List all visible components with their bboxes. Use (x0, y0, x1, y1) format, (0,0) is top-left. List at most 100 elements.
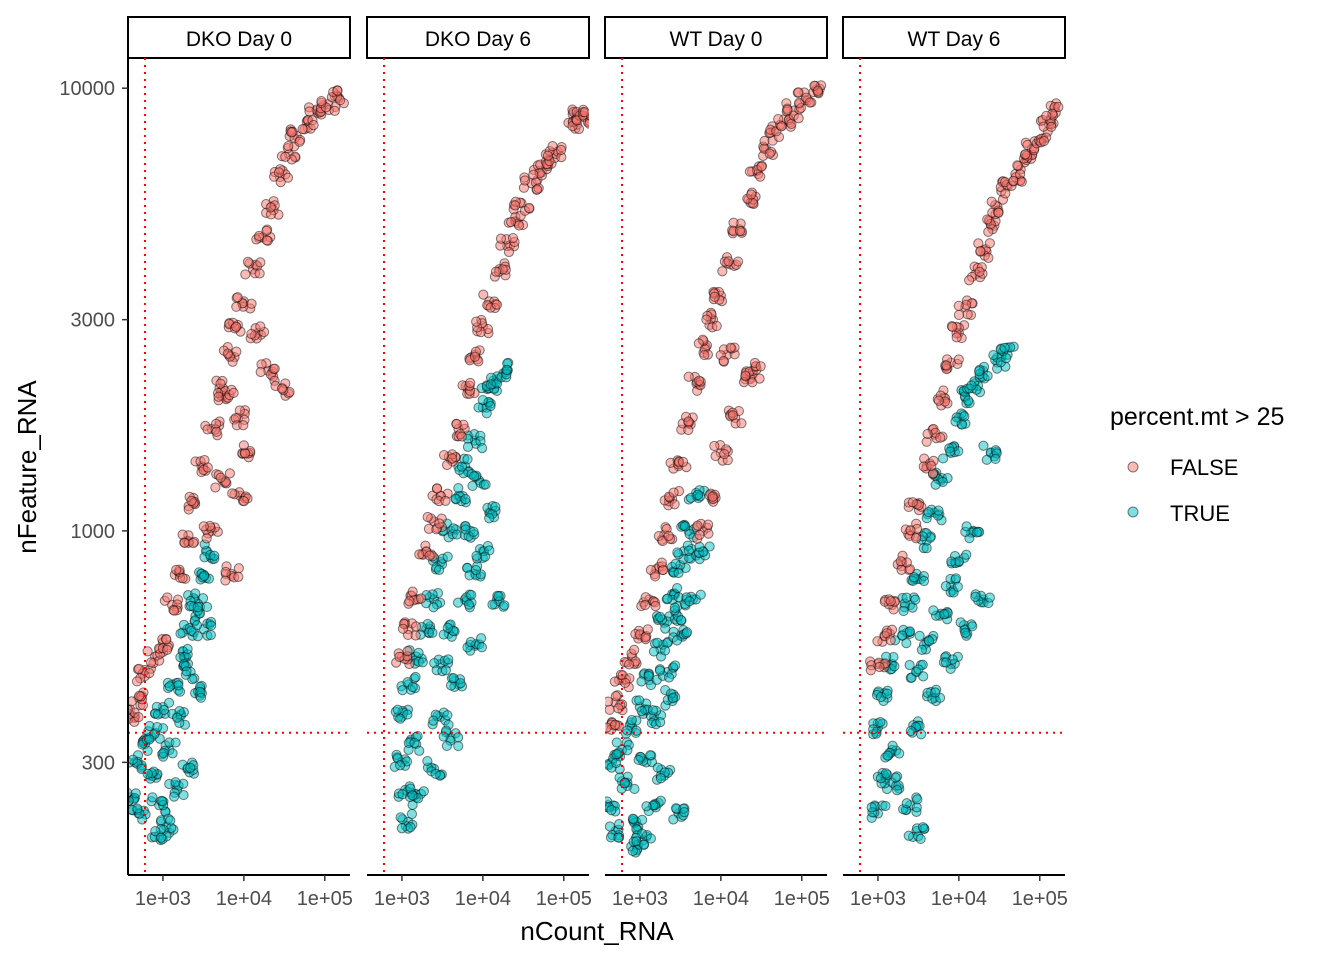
data-point-true (910, 594, 921, 605)
data-point-false (710, 450, 721, 462)
legend-label-true: TRUE (1170, 501, 1230, 526)
data-point-false (885, 596, 896, 607)
data-point-false (725, 342, 736, 353)
data-point-false (145, 657, 157, 668)
data-point-true (897, 630, 908, 641)
data-point-false (255, 321, 266, 332)
data-point-false (723, 256, 734, 267)
data-point-false (719, 448, 730, 460)
data-point-true (460, 494, 471, 505)
data-point-false (410, 621, 422, 632)
data-point-true (655, 773, 667, 784)
data-point-false (416, 593, 427, 604)
data-point-true (172, 712, 183, 723)
data-point-true (606, 804, 617, 816)
y-axis-title: nFeature_RNA (12, 380, 42, 554)
data-point-false (947, 321, 958, 333)
data-point-true (946, 556, 957, 567)
data-point-true (988, 349, 999, 361)
data-point-false (128, 704, 133, 715)
data-point-true (407, 681, 418, 693)
data-point-false (744, 166, 756, 177)
data-point-false (297, 123, 308, 135)
data-point-true (672, 547, 683, 558)
data-point-false (756, 161, 767, 172)
facet-strip-label: WT Day 0 (670, 28, 763, 51)
data-point-true (611, 737, 622, 748)
data-point-true (144, 734, 155, 745)
data-point-true (440, 665, 451, 676)
data-point-false (144, 668, 155, 679)
data-point-false (579, 107, 589, 118)
data-point-false (962, 309, 973, 320)
data-point-true (397, 685, 408, 696)
data-point-false (528, 169, 539, 180)
data-point-false (794, 97, 805, 108)
data-point-true (605, 821, 616, 832)
data-point-false (432, 483, 443, 494)
x-tick-label: 1e+03 (135, 888, 191, 910)
data-point-true (192, 602, 203, 613)
data-point-true (654, 665, 666, 676)
x-axis-title: nCount_RNA (520, 916, 674, 946)
data-point-false (329, 105, 340, 116)
data-point-false (872, 636, 883, 647)
data-point-true (659, 645, 671, 656)
data-point-false (693, 338, 704, 349)
data-point-false (513, 220, 525, 231)
points-layer (118, 85, 349, 846)
data-point-false (1041, 110, 1052, 121)
data-point-false (1020, 149, 1031, 160)
data-point-false (707, 491, 718, 502)
data-point-false (663, 530, 674, 542)
legend-title: percent.mt > 25 (1110, 403, 1284, 431)
data-point-false (668, 487, 679, 498)
data-point-false (220, 566, 231, 578)
data-point-false (983, 252, 994, 264)
x-tick-label: 1e+04 (693, 888, 749, 910)
data-point-false (215, 472, 226, 483)
data-point-false (728, 217, 739, 228)
facet-strip (604, 16, 828, 59)
data-point-false (238, 420, 249, 431)
data-point-false (414, 549, 425, 560)
data-point-true (918, 575, 930, 587)
data-point-false (895, 556, 906, 567)
data-point-true (199, 570, 210, 582)
data-point-false (465, 377, 476, 389)
data-point-true (407, 790, 418, 801)
data-point-true (170, 737, 181, 748)
x-tick-label: 1e+04 (931, 888, 987, 910)
data-point-false (490, 266, 502, 277)
data-point-false (131, 676, 143, 687)
data-point-true (894, 748, 905, 759)
data-point-true (882, 750, 893, 761)
data-point-false (656, 557, 667, 568)
data-point-true (952, 581, 963, 592)
data-point-false (642, 624, 653, 635)
data-point-false (746, 189, 757, 200)
data-point-false (669, 499, 680, 510)
data-point-false (935, 432, 946, 443)
data-point-false (171, 564, 182, 575)
x-tick-label: 1e+05 (1012, 888, 1068, 910)
data-point-false (701, 314, 712, 325)
data-point-false (610, 691, 621, 702)
data-point-false (907, 497, 918, 508)
data-point-true (930, 687, 941, 698)
facet-strip-label: DKO Day 0 (186, 28, 292, 51)
data-point-false (246, 328, 257, 340)
data-point-false (469, 351, 481, 362)
data-point-true (130, 788, 141, 799)
data-point-false (210, 482, 221, 493)
legend: percent.mt > 25 FALSE TRUE (1110, 403, 1284, 526)
data-point-true (918, 671, 929, 682)
data-point-true (118, 800, 127, 809)
data-point-false (885, 635, 896, 646)
data-point-false (984, 238, 995, 249)
data-point-true (417, 657, 428, 668)
data-point-false (650, 571, 661, 582)
data-point-false (986, 196, 997, 207)
data-point-false (964, 275, 975, 286)
data-point-true (192, 631, 203, 642)
